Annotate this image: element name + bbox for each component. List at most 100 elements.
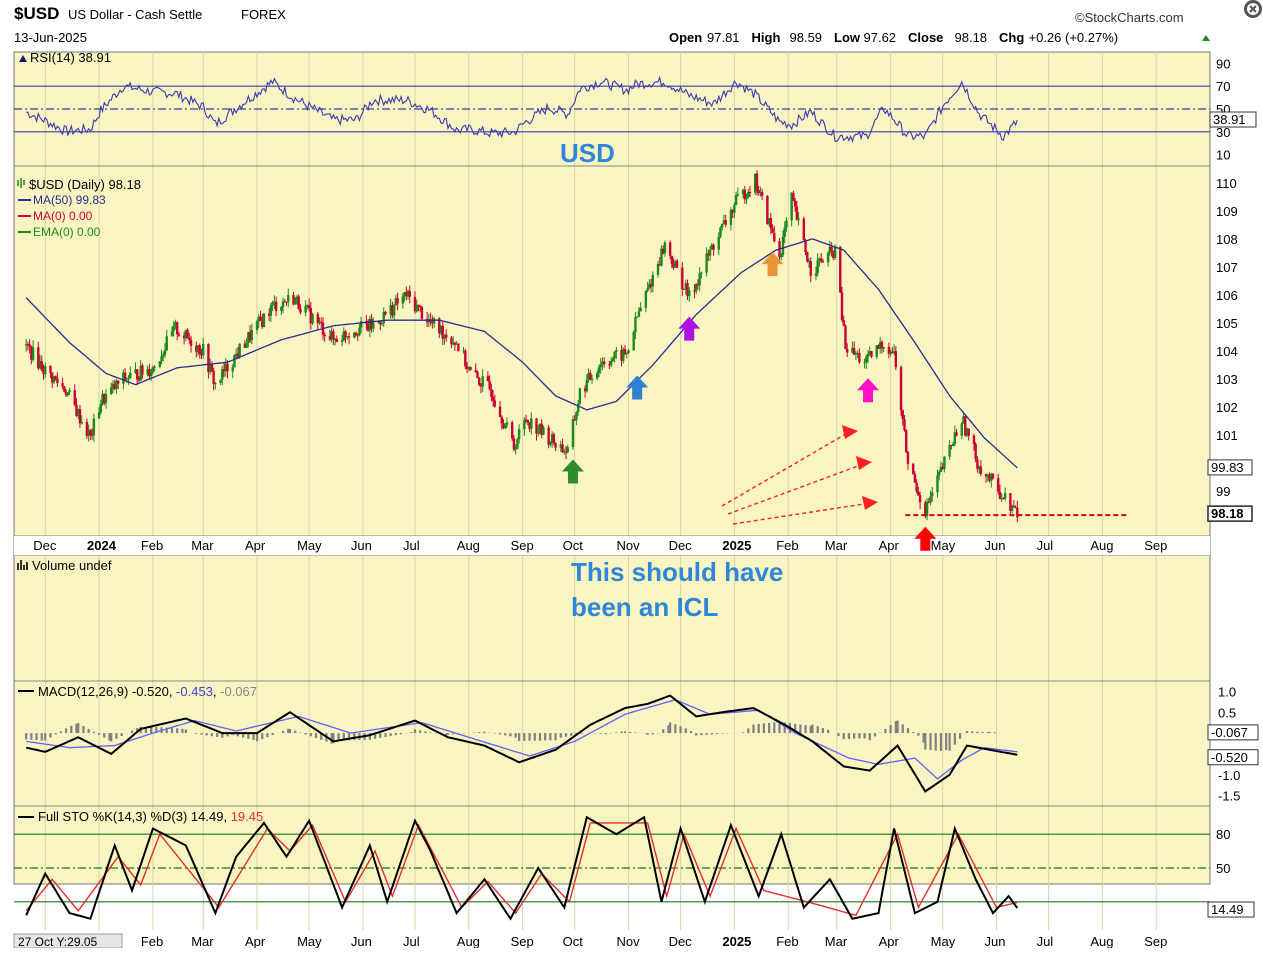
candle-body	[549, 442, 552, 445]
x-tick-label: Sep	[1144, 934, 1167, 948]
candle-body	[56, 378, 59, 384]
candle-body	[281, 301, 285, 307]
candle-body	[747, 191, 750, 198]
candle-body	[465, 366, 469, 369]
price-tick-label: 108	[1216, 232, 1238, 247]
candle-body	[587, 372, 590, 380]
candle-body	[733, 204, 736, 213]
legend-entry: EMA(0) 0.00	[33, 225, 101, 239]
macd-tick-label: -1.5	[1218, 789, 1240, 804]
candle-body	[785, 220, 788, 228]
up-arrow-icon	[626, 375, 649, 400]
candle-body	[939, 466, 943, 472]
candle-body	[802, 218, 806, 240]
candle-body	[372, 322, 375, 329]
candle-body	[189, 340, 193, 347]
candle-body	[818, 258, 821, 261]
candle-body	[790, 192, 793, 221]
candle-body	[274, 301, 278, 312]
candle-body	[528, 422, 531, 429]
candle-body	[408, 290, 411, 297]
candle-body	[438, 318, 441, 334]
ohlc-value: 98.59	[790, 30, 823, 45]
candle-body	[63, 386, 66, 392]
candle-body	[931, 492, 934, 497]
candle-body	[320, 321, 323, 323]
candle-body	[42, 370, 45, 375]
candle-body	[332, 331, 335, 340]
x-tick-label: Feb	[776, 538, 798, 553]
candle-body	[110, 387, 113, 395]
candle-body	[340, 340, 344, 343]
candle-body	[563, 451, 566, 453]
candle-body	[632, 332, 635, 351]
candle-body	[748, 191, 752, 193]
candle-body	[516, 439, 519, 450]
macd-tick-label: -1.0	[1218, 768, 1240, 783]
candle-body	[938, 471, 941, 476]
close-circle-icon[interactable]	[1244, 0, 1262, 18]
candle-body	[564, 451, 568, 453]
candle-body	[30, 346, 33, 360]
candle-body	[250, 330, 254, 341]
rsi-tick-label: 90	[1216, 56, 1230, 71]
candle-body	[807, 261, 811, 263]
candle-body	[998, 491, 1002, 500]
candle-body	[500, 416, 503, 424]
candle-body	[292, 295, 295, 305]
candle-body	[682, 288, 686, 290]
candle-body	[960, 423, 963, 436]
candle-body	[819, 258, 823, 262]
macd-label: MACD(12,26,9) -0.520, -0.453, -0.067	[38, 684, 257, 699]
symbol-text: $USD	[14, 4, 59, 23]
candle-body	[184, 329, 188, 339]
candle-body	[306, 305, 309, 307]
macd-tag: -0.520	[1211, 750, 1248, 765]
candle-body	[583, 388, 587, 392]
candle-body	[174, 322, 177, 326]
x-tick-label: Oct	[563, 934, 584, 948]
candle-body	[953, 432, 957, 444]
candle-body	[589, 372, 592, 380]
candle-body	[672, 263, 675, 268]
ohlc-label: Low	[834, 30, 861, 45]
candle-body	[125, 378, 129, 380]
candle-body	[868, 351, 871, 355]
price-tick-label: 110	[1216, 176, 1237, 191]
x-tick-label: Mar	[825, 538, 848, 553]
x-tick-label: Feb	[141, 538, 163, 553]
candle-body	[347, 336, 351, 338]
candle-body	[238, 343, 241, 358]
candle-body	[722, 220, 726, 224]
candle-body	[731, 209, 734, 213]
candle-body	[210, 364, 214, 371]
candle-body	[1002, 498, 1005, 500]
candle-body	[382, 311, 385, 324]
candle-body	[248, 332, 252, 341]
dashed-arrow-line	[721, 434, 845, 507]
candle-body	[1014, 507, 1017, 509]
candle-body	[307, 305, 311, 309]
candle-body	[816, 260, 819, 274]
candle-body	[99, 403, 102, 413]
ohlc-readout: Open 97.81 High 98.59 Low 97.62 Close 98.18 Chg +…	[669, 30, 1210, 45]
candle-body	[891, 351, 894, 353]
candle-body	[622, 349, 625, 361]
candle-body	[464, 350, 467, 367]
candle-body	[590, 378, 594, 380]
ohlc-label: High	[752, 30, 781, 45]
candle-body	[736, 194, 740, 196]
price-panel: 110 109 108 107 106 105 104 103 102 101 99 99.83 98.…	[24, 170, 1253, 523]
candle-body	[358, 327, 361, 336]
candle-body	[710, 244, 714, 250]
price-tick-label: 104	[1216, 344, 1238, 359]
candle-body	[634, 316, 637, 333]
up-arrow-icon	[561, 459, 584, 484]
candle-body	[743, 189, 746, 200]
stockcharts-watermark: ©StockCharts.com	[1075, 10, 1184, 25]
candle-body	[66, 392, 70, 396]
candle-body	[89, 429, 92, 435]
candle-body	[792, 192, 795, 201]
rsi-label: RSI(14) 38.91	[30, 50, 111, 65]
